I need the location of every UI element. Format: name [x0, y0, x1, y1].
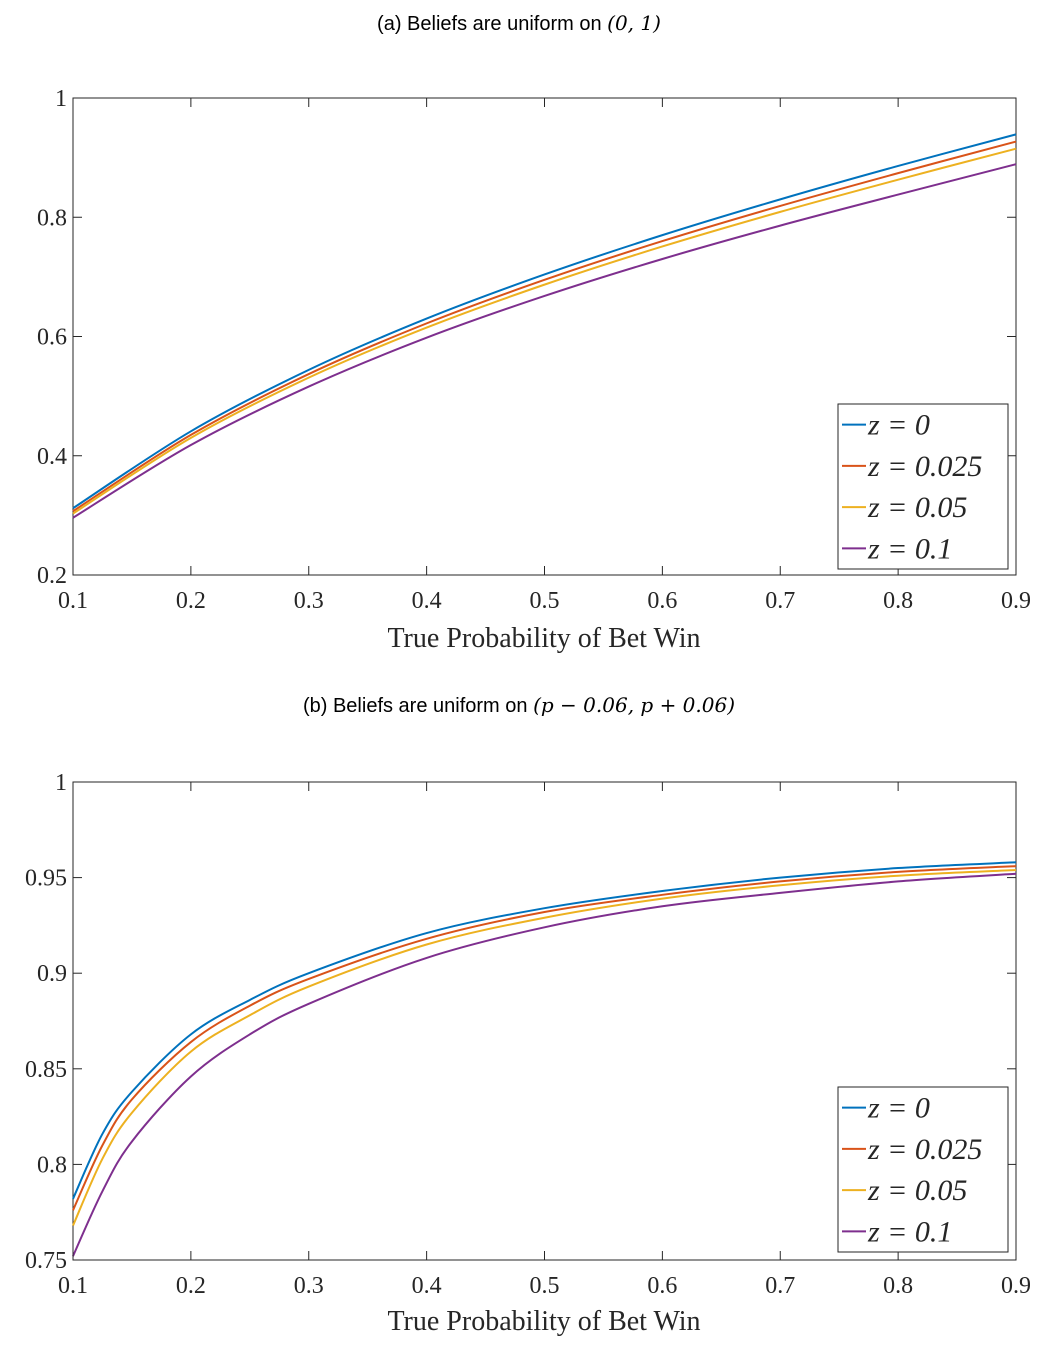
x-axis-label: True Probability of Bet Win: [387, 623, 700, 654]
chart-panel-a: (a) Beliefs are uniform on (0, 1) 0.1 0.2…: [37, 11, 1031, 654]
x-axis-label: True Probability of Bet Win: [387, 1306, 700, 1337]
legend-label: z = 0: [867, 1092, 930, 1125]
y-tick-label: 0.95: [25, 866, 67, 892]
x-tick-label: 0.6: [647, 1273, 677, 1299]
y-tick-label: 0.2: [37, 563, 67, 589]
series-line-2: [72, 868, 1017, 1226]
x-tick-label: 0.1: [58, 588, 88, 614]
chart-title: (a) Beliefs are uniform on (0, 1): [377, 11, 661, 35]
x-tick-label: 0.5: [530, 1273, 560, 1299]
y-tick-label: 0.4: [37, 444, 67, 470]
x-tick-label: 0.2: [176, 588, 206, 614]
chart-title: (b) Beliefs are uniform on (p − 0.06, p …: [303, 693, 735, 717]
series-line-3: [72, 872, 1017, 1257]
legend-label: z = 0: [867, 409, 930, 442]
series-line-3: [72, 163, 1017, 519]
legend-label: z = 0.025: [867, 450, 982, 483]
x-tick-label: 0.7: [765, 588, 795, 614]
x-tick-label: 0.5: [530, 588, 560, 614]
x-tick-label: 0.9: [1001, 1273, 1031, 1299]
y-tick-label: 0.8: [37, 205, 67, 231]
x-tick-label: 0.4: [412, 1273, 442, 1299]
y-tick-label: 0.9: [37, 961, 67, 987]
x-tick-label: 0.2: [176, 1273, 206, 1299]
x-tick-label: 0.8: [883, 588, 913, 614]
y-tick-label: 0.8: [37, 1152, 67, 1178]
y-tick-label: 0.6: [37, 325, 67, 351]
series-line-0: [72, 133, 1017, 510]
x-tick-label: 0.7: [765, 1273, 795, 1299]
legend-label: z = 0.05: [867, 1174, 967, 1207]
legend: z = 0 z = 0.025 z = 0.05 z = 0.1: [837, 403, 1009, 570]
x-tick-label: 0.9: [1001, 588, 1031, 614]
x-tick-label: 0.1: [58, 1273, 88, 1299]
x-tick-label: 0.3: [294, 1273, 324, 1299]
chart-panel-b: (b) Beliefs are uniform on (p − 0.06, p …: [25, 693, 1031, 1337]
legend-label: z = 0.05: [867, 491, 967, 524]
y-tick-label: 0.75: [25, 1248, 67, 1274]
legend-label: z = 0.1: [867, 532, 952, 565]
y-tick-label: 1: [55, 86, 67, 112]
x-tick-label: 0.6: [647, 588, 677, 614]
x-tick-label: 0.8: [883, 1273, 913, 1299]
y-tick-label: 0.85: [25, 1057, 67, 1083]
x-tick-label: 0.4: [412, 588, 442, 614]
legend: z = 0 z = 0.025 z = 0.05 z = 0.1: [837, 1086, 1009, 1253]
series-line-0: [72, 861, 1017, 1200]
legend-box: [837, 403, 1009, 570]
series-line-1: [72, 140, 1017, 513]
series-line-1: [72, 865, 1017, 1211]
x-tick-label: 0.3: [294, 588, 324, 614]
legend-label: z = 0.025: [867, 1133, 982, 1166]
series-line-2: [72, 147, 1017, 515]
legend-box: [837, 1086, 1009, 1253]
legend-label: z = 0.1: [867, 1215, 952, 1248]
y-tick-label: 1: [55, 770, 67, 796]
